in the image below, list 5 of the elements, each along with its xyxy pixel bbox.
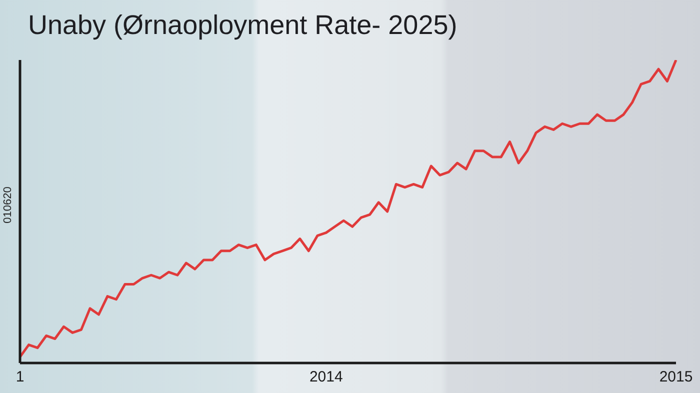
x-tick-label: 2015 <box>659 368 693 386</box>
chart-title: Unaby (Ørnaoployment Rate- 2025) <box>28 10 458 41</box>
x-tick-label: 1 <box>16 368 24 386</box>
x-tick-label: 2014 <box>309 368 343 386</box>
y-axis-title: 010620 <box>2 186 14 224</box>
